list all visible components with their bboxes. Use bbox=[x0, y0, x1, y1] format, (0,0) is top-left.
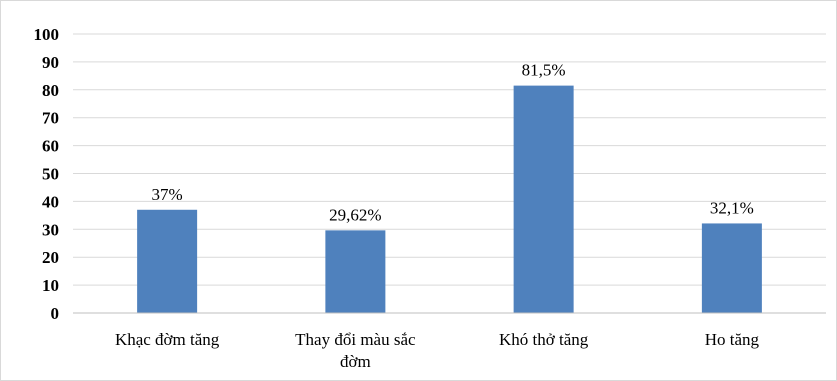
bars bbox=[137, 85, 762, 314]
y-tick-label: 60 bbox=[42, 137, 59, 156]
x-tick-label: Khạc đờm tăng bbox=[115, 330, 220, 349]
data-label: 32,1% bbox=[710, 198, 754, 217]
data-label: 37% bbox=[152, 185, 183, 204]
y-tick-label: 70 bbox=[42, 109, 59, 128]
x-tick-label-line: Khó thở tăng bbox=[499, 330, 589, 349]
y-tick-label: 10 bbox=[42, 276, 59, 295]
y-tick-label: 30 bbox=[42, 220, 59, 239]
y-tick-label: 0 bbox=[51, 304, 60, 323]
data-label: 29,62% bbox=[329, 205, 381, 224]
x-tick-label: Ho tăng bbox=[705, 330, 760, 349]
bar bbox=[513, 85, 574, 314]
y-tick-label: 90 bbox=[42, 53, 59, 72]
x-tick-label-line: Thay đổi màu sắc bbox=[295, 330, 416, 349]
bar bbox=[325, 230, 386, 313]
bar bbox=[701, 223, 762, 313]
labels: 0 10 20 30 40 50 60 70 80 90 100 37% Khạc đờm tăng 29… bbox=[34, 25, 760, 371]
y-tick-label: 100 bbox=[34, 25, 60, 44]
x-tick-label-line: Khạc đờm tăng bbox=[115, 330, 220, 349]
y-tick-label: 40 bbox=[42, 192, 59, 211]
gridlines bbox=[73, 33, 826, 286]
data-label: 81,5% bbox=[522, 61, 566, 80]
bar bbox=[137, 209, 198, 313]
y-tick-label: 80 bbox=[42, 81, 59, 100]
x-tick-label: Khó thở tăng bbox=[499, 330, 589, 349]
y-tick-label: 50 bbox=[42, 165, 59, 184]
x-tick-label-line: đờm bbox=[340, 352, 371, 371]
x-tick-label-line: Ho tăng bbox=[705, 330, 760, 349]
y-tick-label: 20 bbox=[42, 248, 59, 267]
x-tick-label: Thay đổi màu sắc đờm bbox=[295, 330, 416, 371]
